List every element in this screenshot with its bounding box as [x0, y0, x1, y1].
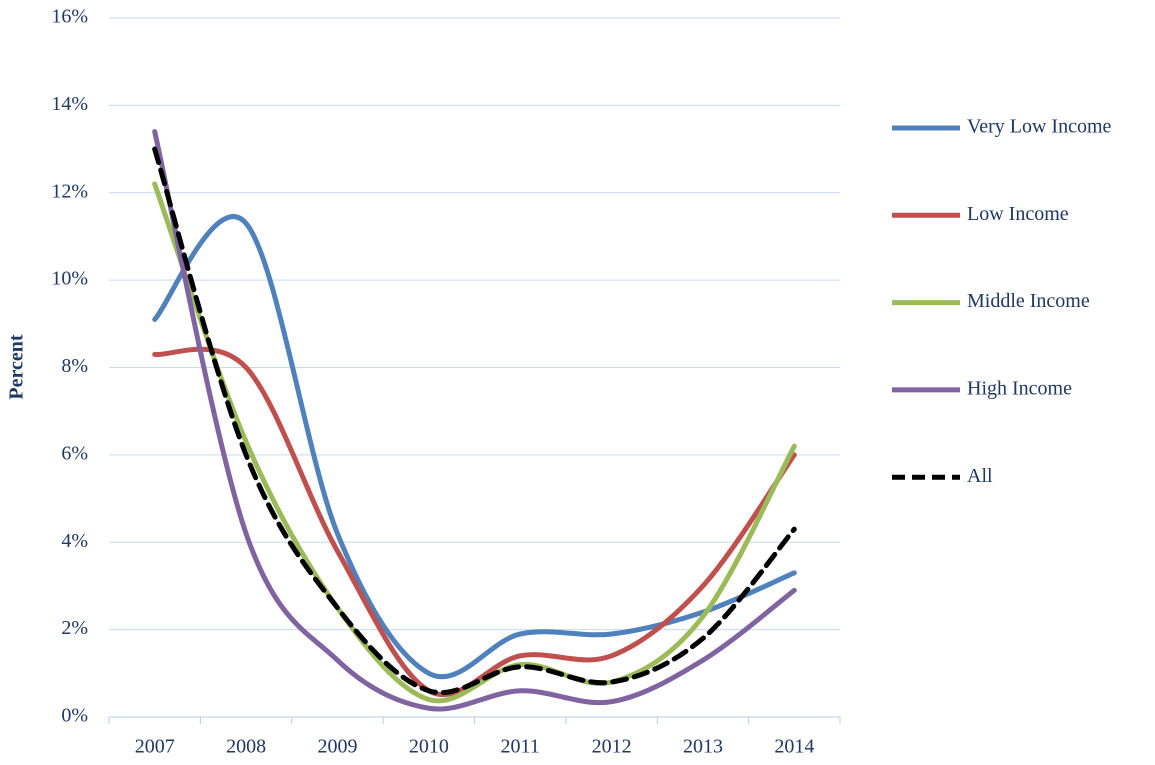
y-tick-label: 6% — [61, 442, 88, 464]
x-tick-label: 2008 — [226, 736, 266, 758]
y-tick-label: 12% — [51, 180, 88, 202]
x-tick-label: 2013 — [683, 736, 723, 758]
x-tick-label: 2007 — [135, 736, 175, 758]
legend-label: All — [967, 465, 993, 487]
y-axis-label: Percent — [6, 334, 28, 399]
y-tick-label: 2% — [61, 617, 88, 639]
y-tick-label: 8% — [61, 355, 88, 377]
y-tick-label: 10% — [51, 268, 88, 290]
y-tick-label: 0% — [61, 705, 88, 727]
legend-label: High Income — [967, 377, 1072, 399]
x-tick-label: 2011 — [501, 736, 540, 758]
x-tick-label: 2012 — [592, 736, 632, 758]
x-tick-label: 2014 — [774, 736, 814, 758]
x-tick-label: 2010 — [409, 736, 449, 758]
legend-label: Very Low Income — [967, 116, 1112, 138]
legend-label: Middle Income — [967, 290, 1090, 312]
series-line — [152, 181, 797, 704]
series-line — [152, 129, 797, 712]
y-tick-label: 16% — [51, 6, 88, 28]
series-line — [152, 146, 797, 695]
y-tick-label: 4% — [61, 530, 88, 552]
legend-label: Low Income — [967, 203, 1069, 225]
x-tick-label: 2009 — [317, 736, 357, 758]
y-tick-label: 14% — [51, 93, 88, 115]
